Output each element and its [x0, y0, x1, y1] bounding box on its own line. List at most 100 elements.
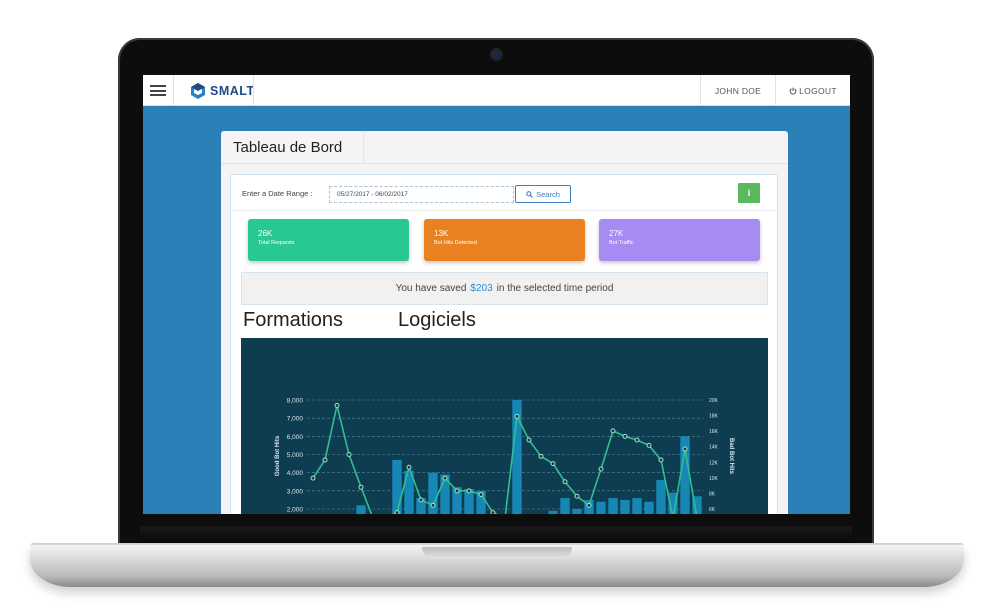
- chart-point: [562, 479, 568, 485]
- chart-point: [346, 452, 352, 457]
- chart-point: [478, 491, 484, 497]
- search-button[interactable]: Search: [515, 185, 571, 203]
- chart-bar: [464, 489, 474, 514]
- date-range-input[interactable]: [329, 186, 514, 203]
- y-right-tick-label: 16K: [709, 429, 719, 435]
- savings-prefix: You have saved: [395, 283, 467, 294]
- info-button[interactable]: i: [738, 183, 760, 203]
- y-right-tick-label: 20K: [709, 398, 719, 404]
- chart-point: [322, 457, 328, 463]
- savings-suffix: in the selected time period: [496, 283, 614, 294]
- hamburger-menu-icon[interactable]: [150, 85, 166, 96]
- chart-point: [394, 510, 400, 514]
- search-icon: [526, 190, 533, 198]
- card-header: Tableau de Bord: [221, 131, 788, 164]
- chart-bar: [620, 499, 630, 514]
- stat-value: 26K: [258, 229, 273, 238]
- logout-label: LOGOUT: [799, 85, 837, 96]
- y-right-axis-title: Bad Bot Hits: [728, 438, 734, 475]
- chart-bar: [548, 510, 558, 514]
- chart-point: [574, 493, 580, 499]
- nav-separator: [775, 75, 776, 106]
- dashboard-card: Tableau de Bord Enter a Date Range : Sea…: [221, 131, 788, 514]
- chart-bar: [680, 436, 690, 514]
- chart-bar: [356, 505, 366, 514]
- chart-bar: [644, 501, 654, 514]
- formations-link[interactable]: Formations: [243, 309, 344, 331]
- chart-point: [490, 510, 496, 514]
- chart-bar: [596, 501, 606, 514]
- stat-card-total-requests[interactable]: 26K Total Requests: [248, 219, 409, 261]
- user-menu[interactable]: JOHN DOE: [714, 85, 762, 96]
- power-icon: [789, 87, 797, 94]
- y-right-tick-label: 18K: [709, 414, 719, 420]
- chart-bar: [692, 496, 702, 514]
- stat-card-bot-hits[interactable]: 13K Bot Hits Detected: [424, 219, 585, 261]
- chart-bar: [512, 400, 522, 514]
- chart-point: [454, 488, 460, 494]
- search-label: Search: [536, 189, 560, 199]
- brand-name: SMALT: [210, 84, 255, 98]
- chart-point: [586, 502, 592, 508]
- logout-button[interactable]: LOGOUT: [776, 75, 850, 106]
- chart-bar: [572, 509, 582, 514]
- y-left-tick-label: 2,000: [287, 507, 304, 514]
- brand-logo[interactable]: SMALT: [190, 81, 255, 101]
- chart-point: [442, 475, 448, 481]
- y-right-tick-label: 10K: [709, 476, 719, 482]
- date-range-label: Enter a Date Range :: [242, 189, 313, 198]
- chart-bar: [440, 474, 450, 514]
- chart-point: [634, 437, 640, 443]
- chart-point: [658, 457, 664, 463]
- chart-bar: [632, 498, 642, 514]
- chart-bar: [452, 487, 462, 514]
- stat-label: Bot Traffic: [609, 240, 634, 246]
- laptop-hinge: [140, 526, 852, 546]
- y-right-tick-label: 8K: [709, 491, 716, 497]
- chart-point: [358, 484, 364, 490]
- chart-bar: [608, 498, 618, 514]
- chart-point: [334, 402, 340, 408]
- y-left-tick-label: 7,000: [287, 416, 304, 423]
- nav-separator: [253, 75, 254, 106]
- savings-banner: You have saved $203 in the selected time…: [241, 272, 768, 305]
- chart-bar: [416, 498, 426, 514]
- stat-value: 13K: [434, 229, 449, 238]
- page-title: Tableau de Bord: [233, 139, 343, 156]
- chart-line-good-bot-hits: [312, 405, 698, 514]
- chart-point: [610, 428, 616, 434]
- chart-point: [682, 446, 688, 452]
- nav-separator: [700, 75, 701, 106]
- chart-bar: [428, 472, 438, 514]
- chart-point: [406, 464, 412, 470]
- y-left-axis-title: Good Bot Hits: [275, 435, 281, 476]
- chart-bar: [392, 459, 402, 514]
- chart-bar: [668, 492, 678, 514]
- chart-bar: [656, 479, 666, 514]
- screen: SMALT JOHN DOE LOGOUT Tableau de Bord En…: [143, 75, 850, 514]
- chart-point: [646, 442, 652, 448]
- chart-bar: [560, 498, 570, 514]
- stat-card-bot-traffic[interactable]: 27K Bot Traffic: [599, 219, 760, 261]
- chart-point: [466, 488, 472, 494]
- hexagon-logo-icon: [191, 83, 205, 99]
- y-left-tick-label: 4,000: [287, 470, 304, 477]
- dashboard-panel: Enter a Date Range : Search i 26K Total …: [230, 174, 778, 514]
- chart-point: [538, 453, 544, 459]
- top-navbar: SMALT JOHN DOE LOGOUT: [143, 75, 850, 106]
- logiciels-link[interactable]: Logiciels: [398, 309, 476, 331]
- chart-point: [622, 433, 628, 439]
- stat-label: Total Requests: [258, 240, 295, 246]
- chart-point: [310, 475, 316, 481]
- stat-label: Bot Hits Detected: [434, 240, 477, 246]
- bot-hits-chart: 8,000 7,000 6,000 5,000 4,000 3,000 2,000 20K 18…: [241, 338, 768, 514]
- chart-bar: [404, 470, 414, 514]
- y-right-tick-label: 12K: [709, 460, 719, 466]
- chart-point: [418, 497, 424, 503]
- chart-point: [550, 461, 556, 467]
- chart-point: [598, 466, 604, 472]
- chart-point: [514, 413, 520, 419]
- title-separator: [363, 131, 364, 164]
- chart-point: [430, 502, 436, 508]
- nav-separator: [173, 75, 174, 106]
